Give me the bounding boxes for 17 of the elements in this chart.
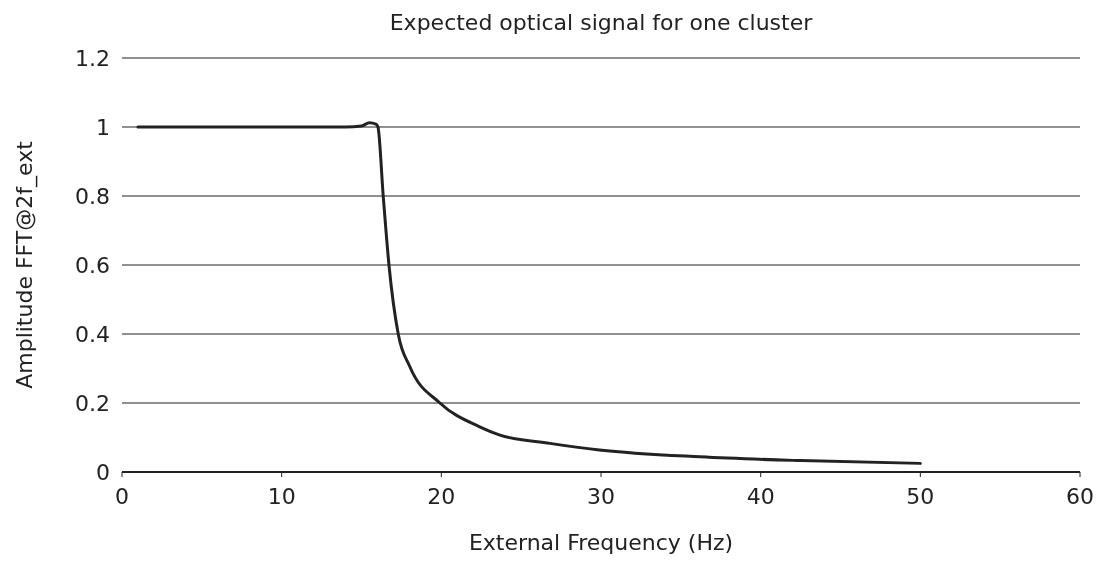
x-tick-label: 10 — [267, 484, 296, 509]
y-tick-label: 0.8 — [75, 184, 110, 209]
y-tick-label: 0.4 — [75, 322, 110, 347]
x-tick-label: 20 — [427, 484, 456, 509]
x-tick-label: 60 — [1066, 484, 1094, 509]
y-tick-label: 0.6 — [75, 253, 110, 278]
y-tick-label: 1.2 — [75, 46, 110, 71]
y-tick-label: 0.2 — [75, 391, 110, 416]
y-axis-title: Amplitude FFT@2f_ext — [12, 140, 38, 389]
x-tick-label: 50 — [906, 484, 935, 509]
x-tick-label: 0 — [115, 484, 129, 509]
x-tick-label: 40 — [746, 484, 775, 509]
chart-title: Expected optical signal for one cluster — [389, 10, 814, 35]
x-tick-label: 30 — [587, 484, 615, 509]
y-tick-label: 0 — [96, 460, 110, 485]
x-axis-title: External Frequency (Hz) — [468, 530, 734, 555]
y-tick-label: 1 — [96, 115, 110, 140]
